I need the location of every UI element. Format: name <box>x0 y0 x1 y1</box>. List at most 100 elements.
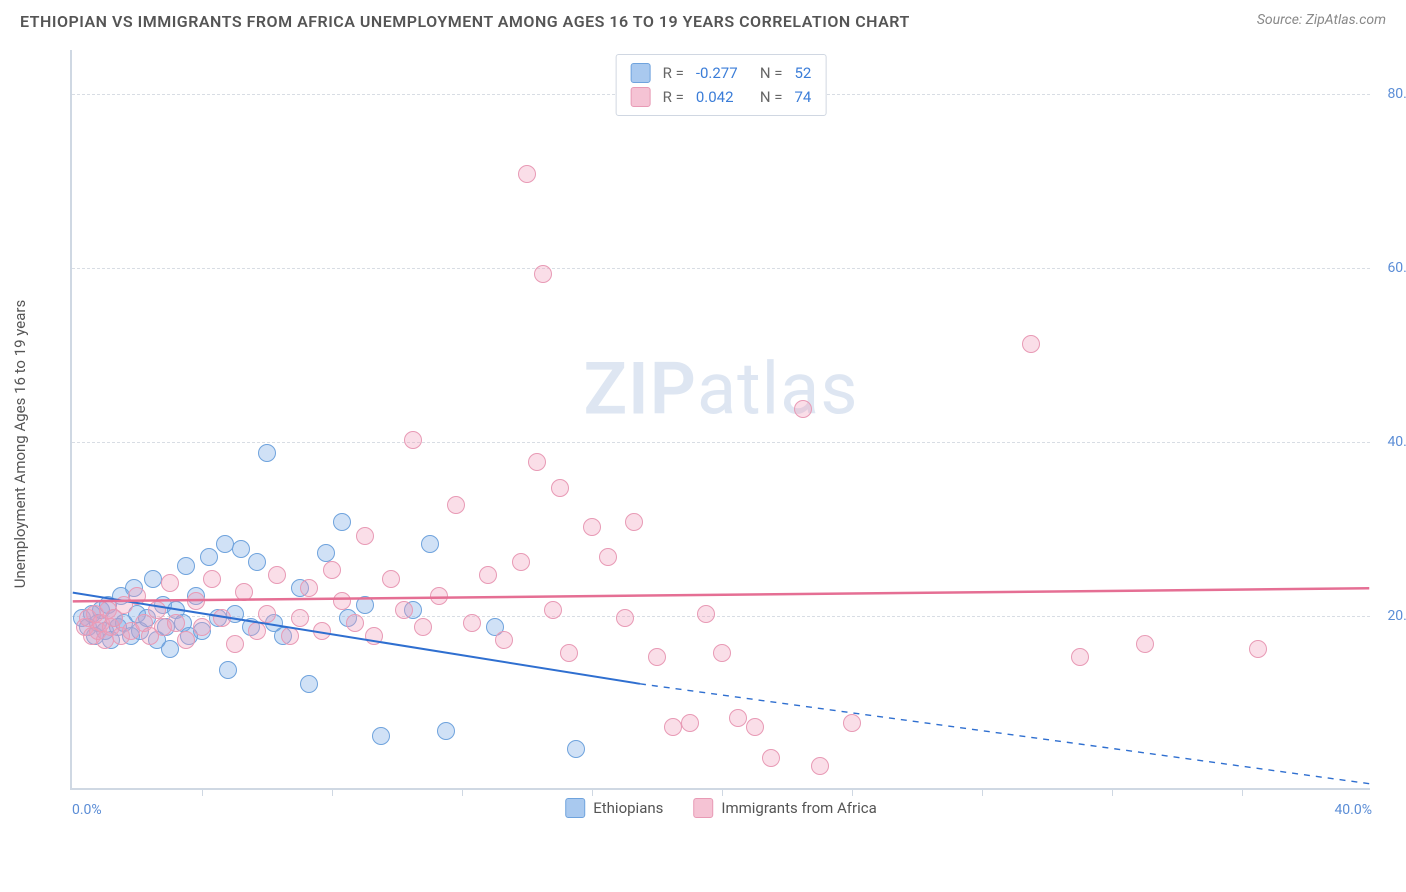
scatter-point <box>1136 635 1154 653</box>
chart-title: ETHIOPIAN VS IMMIGRANTS FROM AFRICA UNEM… <box>20 12 910 31</box>
x-tick <box>852 788 853 796</box>
scatter-point <box>313 622 331 640</box>
y-tick-label: 40.0% <box>1387 434 1406 450</box>
scatter-point <box>258 605 276 623</box>
scatter-point <box>128 587 146 605</box>
legend-swatch <box>565 798 585 818</box>
scatter-point <box>447 496 465 514</box>
scatter-point <box>226 635 244 653</box>
scatter-point <box>213 609 231 627</box>
scatter-point <box>794 400 812 418</box>
scatter-point <box>1071 648 1089 666</box>
legend-row: R = -0.277 N = 52 <box>631 61 812 85</box>
y-tick-label: 80.0% <box>1387 86 1406 102</box>
scatter-point <box>697 605 715 623</box>
scatter-point <box>177 557 195 575</box>
scatter-point <box>414 618 432 636</box>
scatter-point <box>713 644 731 662</box>
scatter-point <box>625 513 643 531</box>
scatter-point <box>216 535 234 553</box>
legend-label: Immigrants from Africa <box>721 799 876 817</box>
scatter-point <box>248 622 266 640</box>
r-label: R = <box>663 61 684 85</box>
scatter-point <box>365 627 383 645</box>
legend-swatch <box>631 63 651 83</box>
scatter-point <box>811 757 829 775</box>
header: ETHIOPIAN VS IMMIGRANTS FROM AFRICA UNEM… <box>0 0 1406 39</box>
r-label: R = <box>663 85 684 109</box>
trend-lines <box>72 50 1370 788</box>
scatter-point <box>762 749 780 767</box>
x-tick <box>722 788 723 796</box>
scatter-point <box>421 535 439 553</box>
scatter-point <box>193 618 211 636</box>
n-value: 74 <box>794 85 811 109</box>
scatter-point <box>746 718 764 736</box>
scatter-point <box>219 661 237 679</box>
scatter-point <box>599 548 617 566</box>
legend-swatch <box>631 87 651 107</box>
x-tick <box>982 788 983 796</box>
scatter-point <box>144 570 162 588</box>
x-tick <box>332 788 333 796</box>
scatter-point <box>300 675 318 693</box>
r-value: 0.042 <box>696 85 748 109</box>
scatter-point <box>300 579 318 597</box>
scatter-point <box>528 453 546 471</box>
scatter-point <box>203 570 221 588</box>
scatter-point <box>333 513 351 531</box>
x-tick-label: 0.0% <box>72 802 102 818</box>
scatter-point <box>616 609 634 627</box>
scatter-point <box>372 727 390 745</box>
n-value: 52 <box>794 61 811 85</box>
scatter-point <box>346 614 364 632</box>
n-label: N = <box>760 85 783 109</box>
gridline <box>72 268 1370 269</box>
n-label: N = <box>760 61 783 85</box>
scatter-point <box>268 566 286 584</box>
scatter-point <box>356 527 374 545</box>
scatter-point <box>395 601 413 619</box>
scatter-point <box>258 444 276 462</box>
scatter-point <box>681 714 699 732</box>
scatter-point <box>187 592 205 610</box>
legend-item: Ethiopians <box>565 798 663 818</box>
correlation-legend: R = -0.277 N = 52 R = 0.042 N = 74 <box>616 54 827 116</box>
legend-row: R = 0.042 N = 74 <box>631 85 812 109</box>
scatter-point <box>430 587 448 605</box>
scatter-point <box>177 631 195 649</box>
scatter-point <box>248 553 266 571</box>
legend-item: Immigrants from Africa <box>693 798 876 818</box>
scatter-point <box>161 640 179 658</box>
scatter-point <box>148 601 166 619</box>
scatter-point <box>512 553 530 571</box>
scatter-point <box>518 165 536 183</box>
source-label: Source: ZipAtlas.com <box>1257 12 1386 28</box>
scatter-point <box>495 631 513 649</box>
r-value: -0.277 <box>696 61 748 85</box>
scatter-point <box>323 561 341 579</box>
scatter-point <box>664 718 682 736</box>
gridline <box>72 442 1370 443</box>
scatter-point <box>534 265 552 283</box>
scatter-point <box>281 627 299 645</box>
scatter-point <box>404 431 422 449</box>
scatter-point <box>544 601 562 619</box>
scatter-point <box>648 648 666 666</box>
legend-label: Ethiopians <box>593 799 663 817</box>
y-tick-label: 20.0% <box>1387 608 1406 624</box>
scatter-point <box>1022 335 1040 353</box>
scatter-point <box>356 596 374 614</box>
scatter-point <box>567 740 585 758</box>
x-tick-label: 40.0% <box>1334 802 1372 818</box>
scatter-point <box>583 518 601 536</box>
legend-swatch <box>693 798 713 818</box>
x-tick <box>1112 788 1113 796</box>
scatter-point <box>551 479 569 497</box>
scatter-point <box>843 714 861 732</box>
x-tick <box>592 788 593 796</box>
scatter-point <box>232 540 250 558</box>
scatter-point <box>382 570 400 588</box>
scatter-point <box>463 614 481 632</box>
scatter-point <box>437 722 455 740</box>
